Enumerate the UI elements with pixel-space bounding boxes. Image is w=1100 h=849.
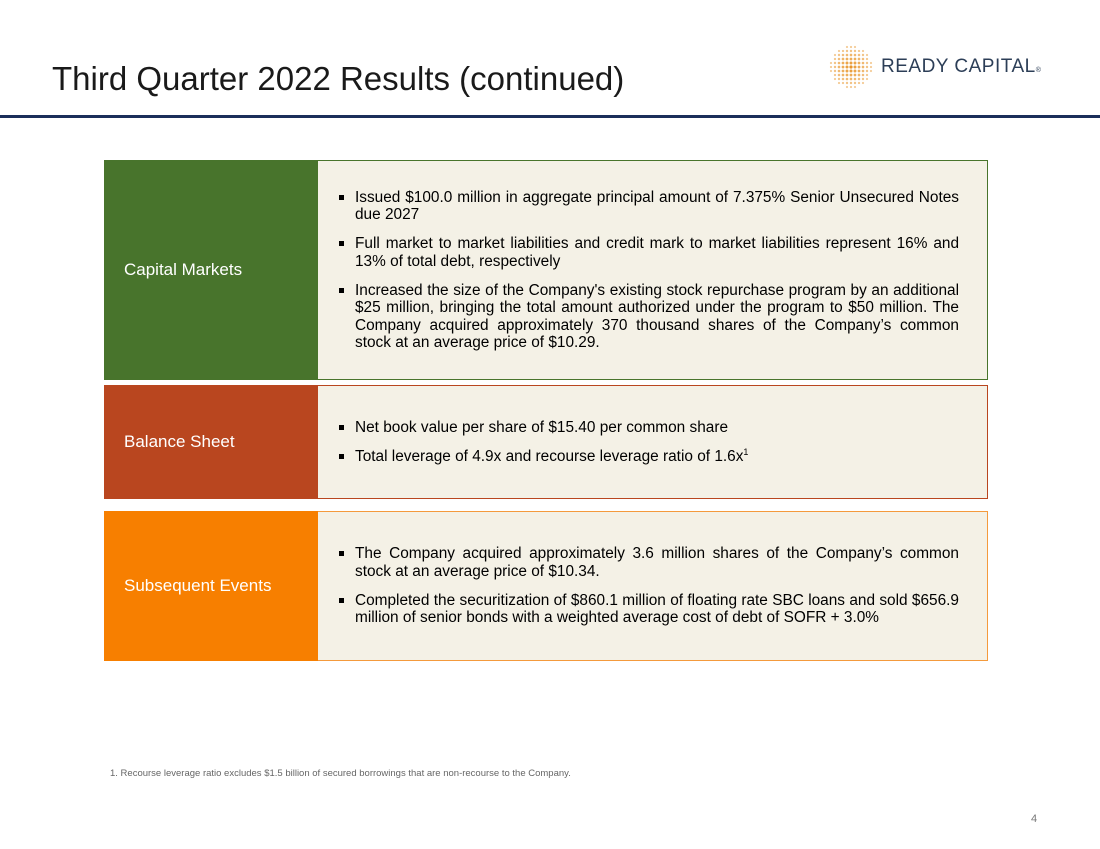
bullet-item: Net book value per share of $15.40 per c… bbox=[339, 419, 959, 436]
section-content: The Company acquired approximately 3.6 m… bbox=[318, 511, 988, 661]
section-content: Net book value per share of $15.40 per c… bbox=[318, 385, 988, 499]
section-content: Issued $100.0 million in aggregate princ… bbox=[318, 160, 988, 380]
capital-markets-section: Capital Markets Issued $100.0 million in… bbox=[104, 160, 988, 380]
footnote: 1. Recourse leverage ratio excludes $1.5… bbox=[110, 768, 571, 779]
section-label: Capital Markets bbox=[104, 160, 318, 380]
page-number: 4 bbox=[1031, 813, 1038, 825]
page-title: Third Quarter 2022 Results (continued) bbox=[52, 60, 625, 97]
section-label: Subsequent Events bbox=[104, 511, 318, 661]
bullet-item: Increased the size of the Company's exis… bbox=[339, 282, 959, 351]
bullet-item: Issued $100.0 million in aggregate princ… bbox=[339, 189, 959, 224]
balance-sheet-section: Balance Sheet Net book value per share o… bbox=[104, 385, 988, 499]
bullet-text: Total leverage of 4.9x and recourse leve… bbox=[355, 448, 744, 465]
footnote-marker: 1 bbox=[743, 446, 749, 457]
bullet-item: The Company acquired approximately 3.6 m… bbox=[339, 545, 959, 580]
bullet-item: Total leverage of 4.9x and recourse leve… bbox=[339, 446, 959, 465]
subsequent-events-section: Subsequent Events The Company acquired a… bbox=[104, 511, 988, 661]
logo-mark-icon bbox=[829, 45, 873, 89]
title-underline bbox=[0, 115, 1100, 118]
ready-capital-logo: READY CAPITAL® bbox=[828, 44, 1041, 90]
bullet-item: Full market to market liabilities and cr… bbox=[339, 235, 959, 270]
section-label: Balance Sheet bbox=[104, 385, 318, 499]
logo-text: READY CAPITAL® bbox=[881, 56, 1042, 77]
bullet-item: Completed the securitization of $860.1 m… bbox=[339, 592, 959, 627]
